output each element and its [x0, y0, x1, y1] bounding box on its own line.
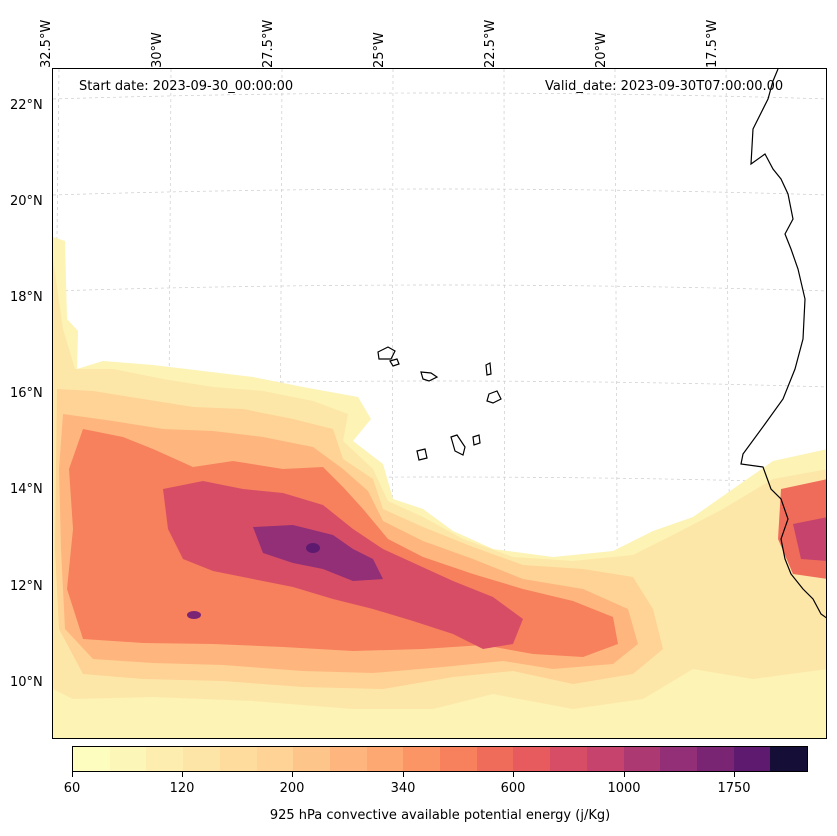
colorbar-segment-8: [366, 747, 404, 771]
cape-map: [52, 68, 827, 739]
lat-label-22n: 22°N: [10, 98, 43, 113]
colorbar-segment-5: [256, 747, 294, 771]
colorbar-segment-15: [623, 747, 661, 771]
colorbar-segment-7: [329, 747, 367, 771]
lon-label-17-5w: 17.5°W: [705, 19, 720, 68]
colorbar-segment-14: [586, 747, 624, 771]
colorbar-segment-4: [219, 747, 257, 771]
cb-tick-60: [72, 772, 73, 777]
cape-verde-island-2: [389, 358, 400, 367]
colorbar-segment-3: [183, 747, 220, 771]
cape-map-svg: [53, 69, 826, 738]
cb-tick-1750: [734, 772, 735, 777]
colorbar-segment-18: [733, 747, 771, 771]
cape-verde-island-8: [416, 448, 428, 461]
coastlines: [377, 69, 826, 619]
lon-label-32-5w: 32.5°W: [39, 19, 54, 68]
lon-label-27-5w: 27.5°W: [261, 19, 276, 68]
cb-label-1750: 1750: [717, 781, 751, 796]
lon-label-30w: 30°W: [150, 32, 165, 68]
colorbar-segment-2: [146, 747, 184, 771]
colorbar-segment-10: [440, 747, 477, 771]
lat-label-10n: 10°N: [10, 675, 43, 690]
colorbar-segment-19: [770, 747, 808, 771]
cb-label-120: 120: [169, 781, 195, 796]
lon-label-22-5w: 22.5°W: [483, 19, 498, 68]
lon-label-20w: 20°W: [594, 32, 609, 68]
africa-coastline: [740, 69, 826, 619]
lon-label-25w: 25°W: [372, 32, 387, 68]
cape-verde-island-3: [420, 371, 439, 382]
lat-label-14n: 14°N: [10, 482, 43, 497]
colorbar-segment-17: [696, 747, 734, 771]
colorbar-segment-11: [476, 747, 514, 771]
lat-label-16n: 16°N: [10, 386, 43, 401]
cb-label-340: 340: [390, 781, 416, 796]
cape-verde-island-4: [485, 362, 492, 376]
colorbar-segment-6: [293, 747, 330, 771]
lat-label-18n: 18°N: [10, 290, 43, 305]
cape-level-1750: [253, 525, 383, 581]
colorbar-segment-0: [73, 747, 110, 771]
cape-peak: [306, 543, 320, 553]
cb-label-60: 60: [63, 781, 81, 796]
colorbar-segment-12: [513, 747, 551, 771]
colorbar: [72, 746, 808, 772]
valid-date-label: Valid_date: 2023-09-30T07:00:00.00: [545, 79, 784, 94]
lat-label-20n: 20°N: [10, 194, 43, 209]
cb-tick-120: [182, 772, 183, 777]
colorbar-title: 925 hPa convective available potential e…: [269, 808, 611, 823]
cape-east-core: [793, 517, 826, 561]
cb-tick-1000: [624, 772, 625, 777]
cape-verde-island-1: [377, 346, 396, 360]
cb-tick-340: [403, 772, 404, 777]
cb-tick-600: [513, 772, 514, 777]
cb-tick-200: [292, 772, 293, 777]
cb-label-1000: 1000: [607, 781, 641, 796]
colorbar-segment-1: [109, 747, 147, 771]
cape-field: [53, 237, 826, 738]
start-date-label: Start date: 2023-09-30_00:00:00: [79, 79, 294, 94]
cb-label-200: 200: [279, 781, 305, 796]
cape-small-peak: [187, 611, 201, 619]
cape-verde-island-5: [486, 390, 502, 404]
cape-verde-island-6: [450, 434, 466, 456]
cape-verde-island-7: [472, 434, 481, 446]
lat-label-12n: 12°N: [10, 579, 43, 594]
colorbar-segment-13: [550, 747, 587, 771]
colorbar-segment-9: [403, 747, 441, 771]
colorbar-segment-16: [660, 747, 697, 771]
cb-label-600: 600: [500, 781, 526, 796]
